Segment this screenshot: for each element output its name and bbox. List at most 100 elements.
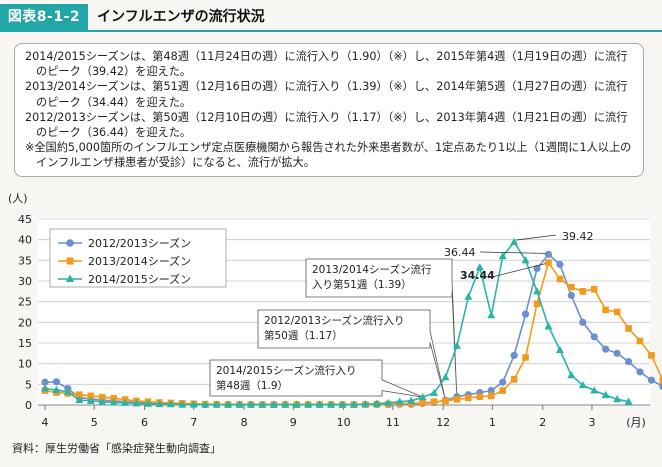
data-point	[590, 386, 599, 394]
data-point	[602, 306, 609, 314]
data-point	[430, 398, 438, 405]
data-point	[349, 400, 358, 408]
data-point	[41, 378, 49, 386]
data-point	[63, 387, 72, 395]
x-tick-label: 12	[436, 416, 450, 429]
peak-label: 34.44	[460, 269, 495, 282]
legend-label: 2014/2015シーズン	[88, 272, 191, 286]
callout-text: 第50週（1.17）	[264, 329, 343, 342]
data-point	[464, 292, 473, 300]
callout-box	[209, 359, 423, 398]
data-point	[601, 390, 610, 399]
data-point	[292, 400, 301, 408]
x-tick-label: 10	[337, 416, 351, 429]
data-point	[212, 400, 221, 408]
callout-text: 第48週（1.9）	[216, 379, 288, 392]
y-tick-label: 40	[18, 234, 32, 247]
peak-label: 36.44	[444, 246, 476, 259]
data-point	[121, 398, 130, 406]
x-tick-label: 9	[290, 416, 297, 429]
data-point	[533, 287, 542, 295]
note-2012-2013: 2012/2013シーズンは、第50週（12月10日の週）に流行入り（1.17）…	[25, 110, 628, 140]
data-point	[487, 386, 495, 395]
data-point	[510, 351, 518, 359]
legend-box	[49, 228, 227, 288]
y-tick-label: 20	[18, 316, 32, 329]
x-tick-label: 8	[241, 416, 248, 429]
data-point	[395, 397, 404, 405]
data-point	[86, 396, 95, 404]
data-point	[636, 337, 644, 345]
data-point	[52, 385, 61, 394]
data-point	[659, 382, 662, 390]
data-point	[338, 400, 347, 408]
peak-label: 39.42	[562, 230, 594, 243]
series-line	[44, 240, 629, 406]
data-point	[189, 400, 198, 408]
data-point	[304, 400, 313, 408]
data-point	[87, 392, 95, 400]
legend-marker	[66, 257, 74, 265]
data-point	[430, 388, 439, 397]
y-tick-label: 35	[18, 254, 32, 267]
data-point	[75, 395, 84, 404]
x-tick-label: 1	[489, 416, 496, 429]
data-point	[613, 395, 622, 403]
data-point	[647, 376, 656, 384]
data-point	[419, 399, 426, 407]
data-point	[659, 376, 662, 384]
y-tick-label: 10	[18, 358, 32, 371]
legend-label: 2013/2014シーズン	[88, 254, 191, 268]
data-point	[602, 345, 610, 353]
figure-number-badge: 図表8-1-2	[0, 4, 88, 30]
data-point	[109, 398, 118, 406]
x-tick-label: 11	[386, 416, 400, 429]
data-point	[533, 300, 541, 308]
data-point	[224, 400, 233, 408]
x-unit-label: (月)	[626, 416, 646, 429]
data-point	[625, 325, 632, 332]
data-point	[52, 378, 61, 386]
data-point	[178, 400, 187, 408]
x-tick-label: 6	[141, 416, 148, 429]
note-2014-2015: 2014/2015シーズンは、第48週（11月24日の週）に流行入り（1.90）…	[25, 50, 628, 79]
data-point	[521, 256, 530, 264]
x-tick-label: 4	[42, 416, 49, 429]
x-tick-label: 5	[91, 416, 98, 429]
y-tick-label: 25	[18, 296, 32, 309]
legend-marker	[65, 274, 75, 282]
data-point	[579, 288, 587, 295]
data-point	[98, 393, 106, 401]
x-tick-label: 3	[588, 416, 595, 429]
callout-box	[305, 258, 458, 400]
data-point	[235, 400, 244, 408]
data-point	[567, 291, 575, 300]
data-point	[499, 387, 506, 394]
data-point	[613, 349, 621, 357]
data-point	[453, 395, 461, 403]
y-tick-label: 30	[18, 275, 32, 288]
data-point	[487, 311, 496, 319]
data-point	[636, 368, 644, 376]
x-tick-label: 7	[190, 416, 197, 429]
y-unit-label: (人)	[8, 192, 28, 205]
data-point	[510, 376, 518, 383]
data-point	[132, 399, 141, 407]
y-tick-label: 45	[18, 213, 32, 226]
data-point	[315, 400, 324, 408]
data-point	[498, 252, 507, 260]
data-point	[475, 263, 484, 271]
data-point	[499, 378, 507, 386]
data-point	[544, 322, 553, 330]
data-point	[556, 260, 564, 269]
data-point	[522, 354, 529, 361]
peak-leader	[479, 251, 546, 254]
callout-text: 2013/2014シーズン流行	[312, 263, 432, 276]
callout-box	[257, 309, 446, 401]
data-point	[361, 399, 370, 408]
data-point	[567, 371, 576, 379]
data-point	[578, 380, 587, 389]
data-point	[521, 310, 530, 318]
data-point	[281, 400, 290, 408]
